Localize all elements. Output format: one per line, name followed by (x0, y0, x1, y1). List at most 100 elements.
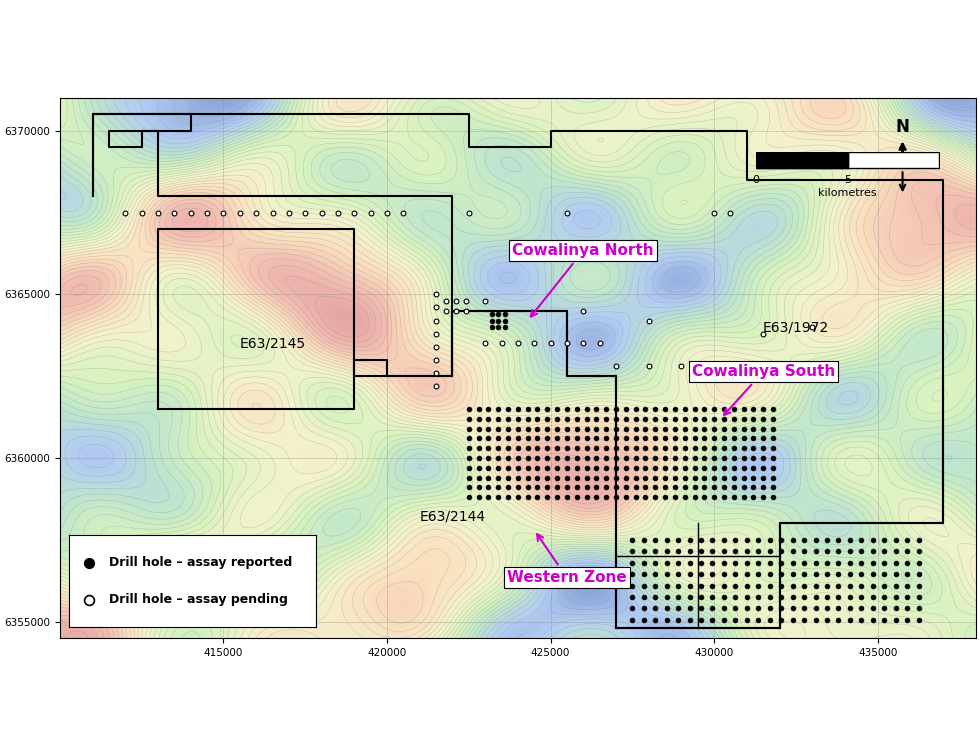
Point (797, 534, 812, 545)
Point (808, 545, 823, 557)
Point (636, 534, 652, 545)
Point (659, 580, 674, 592)
Point (658, 413, 673, 425)
Point (756, 492, 771, 503)
Point (638, 492, 654, 503)
Point (900, 556, 915, 568)
Point (716, 413, 732, 425)
Point (865, 556, 881, 568)
Point (539, 403, 555, 415)
Point (842, 591, 858, 603)
Point (461, 207, 476, 219)
Point (539, 492, 555, 503)
Point (819, 591, 835, 603)
Point (539, 413, 555, 425)
Point (761, 591, 777, 603)
Point (539, 433, 555, 445)
Point (648, 472, 663, 484)
Point (773, 545, 789, 557)
Point (500, 452, 515, 464)
Point (716, 481, 732, 493)
Point (888, 614, 904, 626)
Point (739, 591, 755, 603)
Point (529, 472, 545, 484)
Point (773, 614, 789, 626)
Point (248, 207, 264, 219)
Point (519, 492, 535, 503)
Point (707, 462, 722, 474)
Point (396, 207, 412, 219)
Point (773, 568, 789, 580)
Point (461, 481, 476, 493)
Point (716, 603, 732, 615)
Point (716, 580, 732, 592)
Point (314, 207, 329, 219)
Point (470, 433, 486, 445)
Point (808, 580, 823, 592)
Point (677, 481, 693, 493)
Point (746, 403, 761, 415)
Point (470, 472, 486, 484)
Point (490, 492, 506, 503)
Point (842, 534, 858, 545)
Point (461, 413, 476, 425)
Point (500, 442, 515, 454)
Point (739, 545, 755, 557)
Point (697, 403, 712, 415)
Point (805, 321, 820, 333)
Point (658, 403, 673, 415)
Point (751, 534, 766, 545)
Point (736, 452, 752, 464)
Point (494, 338, 510, 350)
Point (854, 591, 869, 603)
Point (831, 614, 847, 626)
Point (659, 603, 674, 615)
Point (746, 452, 761, 464)
Point (579, 422, 595, 434)
Point (667, 492, 683, 503)
Point (569, 403, 585, 415)
Point (575, 338, 591, 350)
Point (589, 442, 605, 454)
Point (529, 403, 545, 415)
Point (682, 603, 698, 615)
Point (785, 580, 801, 592)
Point (739, 556, 755, 568)
Point (628, 492, 644, 503)
Point (500, 403, 515, 415)
Point (636, 603, 652, 615)
Point (628, 452, 644, 464)
Point (693, 556, 709, 568)
Point (589, 481, 605, 493)
Point (461, 492, 476, 503)
Point (854, 614, 869, 626)
Point (705, 534, 720, 545)
Point (628, 403, 644, 415)
Point (765, 492, 781, 503)
Point (667, 433, 683, 445)
Point (693, 534, 709, 545)
Point (797, 568, 812, 580)
Point (559, 462, 574, 474)
Point (659, 534, 674, 545)
Point (785, 603, 801, 615)
Point (751, 545, 766, 557)
Point (461, 433, 476, 445)
Point (739, 580, 755, 592)
Point (876, 568, 892, 580)
Point (510, 338, 525, 350)
Point (519, 413, 535, 425)
Point (842, 545, 858, 557)
Point (716, 442, 732, 454)
Point (589, 433, 605, 445)
Point (736, 422, 752, 434)
Point (559, 413, 574, 425)
Point (808, 614, 823, 626)
Point (636, 568, 652, 580)
Point (589, 472, 605, 484)
Point (739, 361, 755, 372)
Point (363, 207, 378, 219)
Point (658, 472, 673, 484)
Point (490, 321, 506, 333)
Point (819, 580, 835, 592)
